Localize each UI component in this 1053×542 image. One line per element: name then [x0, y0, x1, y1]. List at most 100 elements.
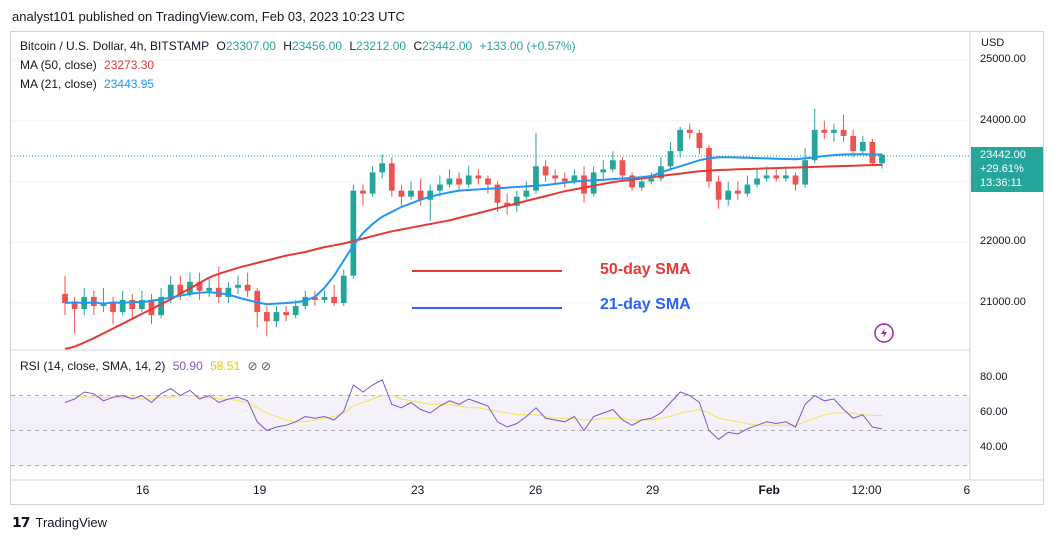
candle-body [244, 284, 251, 291]
symbol-label: Bitcoin / U.S. Dollar, 4h, BITSTAMP [20, 39, 210, 53]
last-price-label: 23442.00 [980, 149, 1026, 161]
alert-icon [874, 323, 894, 343]
candle-body [235, 284, 241, 288]
candle-body [648, 178, 655, 182]
candle [667, 142, 674, 170]
candle [859, 135, 866, 155]
tradingview-logo-icon: 𝟭𝟳 [12, 514, 31, 530]
candle-body [485, 178, 491, 185]
countdown-label: 13:36:11 [980, 177, 1023, 189]
candle [417, 178, 424, 206]
candle-body [494, 184, 501, 203]
candle [225, 281, 232, 303]
candle [677, 126, 684, 158]
candle-body [734, 190, 741, 194]
tradingview-brand: TradingView [35, 515, 108, 530]
price-tick-label: 21000.00 [980, 296, 1026, 308]
candle [782, 166, 789, 182]
price-tick-label: 24000.00 [980, 113, 1026, 126]
candle-body [427, 190, 434, 200]
candle [312, 290, 318, 307]
candle [485, 175, 491, 194]
candle [811, 108, 818, 164]
candle-body [581, 175, 587, 194]
candle [533, 132, 539, 194]
candle [263, 306, 270, 337]
candle [379, 154, 386, 179]
ma50-label: MA (50, close) [20, 58, 97, 72]
candle-body [859, 142, 866, 152]
candle-body [802, 160, 808, 185]
ma21-line [64, 153, 882, 306]
candle-body [831, 129, 837, 133]
tradingview-footer[interactable]: 𝟭𝟳 TradingView [12, 514, 107, 531]
rsi-ma-value: 58.51 [210, 359, 241, 373]
candle [100, 287, 107, 313]
candle [398, 184, 405, 206]
candle-body [879, 154, 885, 164]
candle [600, 160, 607, 179]
candle-body [696, 132, 703, 149]
candle-body [821, 129, 828, 133]
ma50-value: 23273.30 [104, 58, 155, 72]
rsi-legend: RSI (14, close, SMA, 14, 2) 50.90 58.51 … [20, 359, 275, 373]
candle [686, 123, 693, 139]
candle-body [677, 129, 684, 152]
high-label: H [283, 39, 292, 53]
candle-body [840, 129, 847, 136]
time-tick-label: 23 [411, 483, 425, 497]
candle-body [763, 175, 770, 179]
candle-body [523, 190, 530, 197]
candle-body [850, 135, 857, 152]
candle-body [139, 299, 145, 310]
candle [465, 166, 472, 188]
candle-body [754, 178, 760, 185]
publisher-header: analyst101 published on TradingView.com,… [12, 9, 405, 24]
time-tick-label: 26 [529, 483, 543, 497]
candle [331, 284, 338, 307]
candle-body [773, 175, 780, 179]
candle [350, 184, 357, 279]
candle [196, 272, 203, 300]
candle [619, 157, 626, 182]
change-value: +133.00 (+0.57%) [479, 39, 576, 53]
candle [513, 190, 520, 212]
currency-label: USD [981, 37, 1005, 49]
open-number: 23307.00 [225, 39, 276, 53]
candles [62, 108, 885, 337]
candle-body [686, 129, 693, 133]
candle [696, 129, 703, 155]
candle-body [782, 175, 789, 179]
rsi-label: RSI (14, close, SMA, 14, 2) [20, 359, 166, 373]
time-tick-label: 16 [136, 483, 150, 497]
low-number: 23212.00 [356, 39, 407, 53]
candle-body [71, 303, 78, 310]
candle [561, 172, 568, 188]
candle-body [331, 296, 338, 303]
candle [725, 181, 732, 206]
candle [542, 160, 549, 182]
candle-body [177, 284, 184, 294]
candle-body [62, 293, 68, 303]
candle [129, 293, 136, 319]
candle [475, 169, 482, 185]
candle-body [283, 312, 289, 316]
close-value: C23442.00 [413, 39, 472, 53]
candle [494, 181, 501, 212]
time-tick-label: 29 [646, 483, 660, 497]
rsi-tick-label: 60.00 [980, 406, 1008, 418]
candle-body [504, 202, 511, 206]
candle-body [408, 190, 414, 197]
candle-body [456, 178, 462, 185]
hidden-plot-icons[interactable]: ⊘ ⊘ [247, 359, 271, 373]
chart-frame [10, 31, 1044, 505]
candle [408, 181, 414, 200]
time-tick-label: 6 [963, 483, 971, 497]
candle-body [552, 175, 559, 179]
candle [360, 184, 366, 206]
candle [523, 181, 530, 200]
candle [744, 175, 751, 197]
candle [321, 290, 328, 303]
rsi-band-fill [11, 395, 970, 466]
